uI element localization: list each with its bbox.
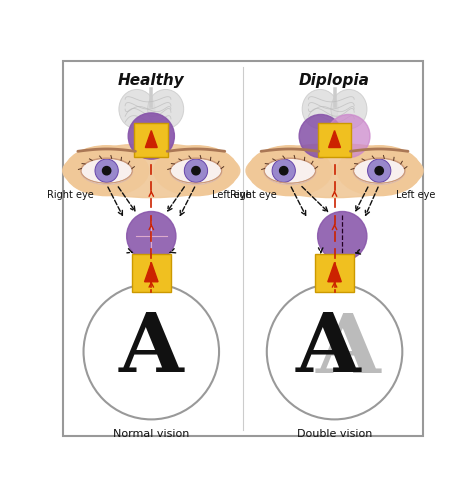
FancyBboxPatch shape	[132, 254, 171, 292]
Circle shape	[375, 166, 383, 175]
Text: A: A	[296, 308, 361, 389]
Ellipse shape	[264, 157, 316, 184]
Polygon shape	[328, 130, 340, 148]
Circle shape	[102, 166, 111, 175]
Text: Diplopia: Diplopia	[299, 73, 370, 88]
Text: Normal vision: Normal vision	[113, 429, 190, 439]
Circle shape	[184, 159, 208, 183]
FancyBboxPatch shape	[318, 123, 352, 157]
Circle shape	[327, 115, 370, 157]
Ellipse shape	[65, 146, 148, 196]
Ellipse shape	[337, 146, 421, 196]
Ellipse shape	[63, 144, 240, 198]
Ellipse shape	[154, 146, 238, 196]
FancyBboxPatch shape	[315, 254, 354, 292]
Ellipse shape	[170, 157, 222, 184]
Ellipse shape	[353, 156, 406, 180]
Text: Double vision: Double vision	[297, 429, 372, 439]
Text: A: A	[119, 308, 183, 389]
Ellipse shape	[148, 90, 184, 129]
Ellipse shape	[81, 158, 132, 183]
Circle shape	[83, 284, 219, 419]
Ellipse shape	[263, 156, 317, 180]
Ellipse shape	[170, 158, 222, 183]
Circle shape	[128, 113, 174, 159]
Polygon shape	[146, 130, 157, 148]
Circle shape	[299, 115, 342, 157]
Ellipse shape	[302, 90, 338, 129]
Ellipse shape	[169, 156, 223, 180]
Circle shape	[318, 212, 367, 261]
Text: Healthy: Healthy	[118, 73, 185, 88]
Circle shape	[95, 159, 118, 183]
Polygon shape	[328, 263, 341, 282]
Ellipse shape	[331, 90, 367, 129]
Polygon shape	[145, 263, 158, 282]
Ellipse shape	[81, 157, 133, 184]
Text: Left eye: Left eye	[396, 190, 435, 200]
Text: A: A	[316, 310, 381, 390]
Text: Right eye: Right eye	[230, 190, 277, 200]
Ellipse shape	[246, 144, 423, 198]
Ellipse shape	[248, 146, 332, 196]
Circle shape	[127, 212, 176, 261]
Circle shape	[280, 166, 288, 175]
Ellipse shape	[354, 158, 405, 183]
Circle shape	[367, 159, 391, 183]
Circle shape	[192, 166, 200, 175]
Circle shape	[272, 159, 295, 183]
Ellipse shape	[119, 90, 155, 129]
Text: Right eye: Right eye	[47, 190, 94, 200]
Ellipse shape	[264, 158, 316, 183]
Ellipse shape	[353, 157, 405, 184]
FancyBboxPatch shape	[134, 123, 168, 157]
Text: Left eye: Left eye	[212, 190, 252, 200]
Circle shape	[267, 284, 402, 419]
FancyBboxPatch shape	[63, 62, 423, 435]
Ellipse shape	[80, 156, 133, 180]
